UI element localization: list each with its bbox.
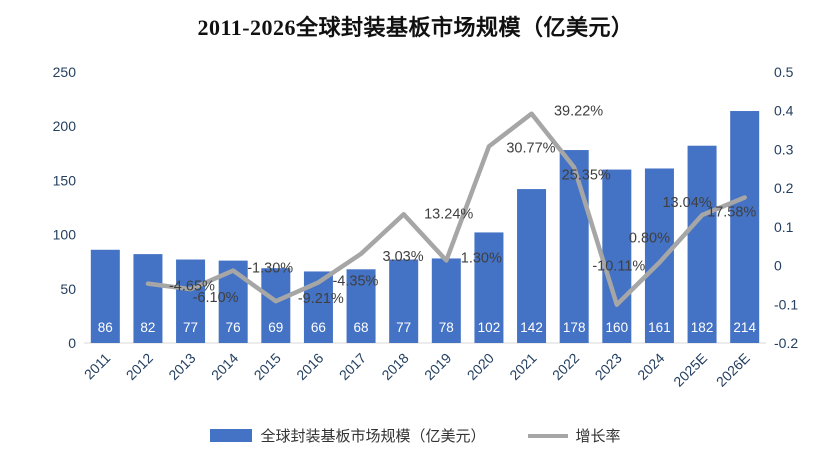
bar-value-label-2025E: 182 — [691, 320, 714, 335]
bar-value-label-2016: 66 — [311, 320, 326, 335]
left-axis-tick-0: 0 — [68, 335, 76, 351]
legend-bar-label: 全球封装基板市场规模（亿美元） — [260, 428, 486, 445]
legend-line-label: 增长率 — [575, 428, 621, 445]
bar-value-label-2021: 142 — [520, 320, 543, 335]
x-axis-label-2021: 2021 — [506, 350, 539, 383]
growth-label-2021: 39.22% — [554, 104, 603, 120]
bar-2020 — [474, 232, 504, 343]
bar-2013 — [176, 259, 206, 343]
growth-rate-line — [145, 111, 747, 307]
line-series-swatch-icon — [527, 433, 568, 438]
left-axis-tick-50: 50 — [60, 281, 76, 297]
bar-value-label-2014: 76 — [226, 320, 241, 335]
bar-value-label-2019: 78 — [439, 320, 454, 335]
x-axis-label-2023: 2023 — [592, 350, 625, 383]
left-axis-tick-150: 150 — [53, 172, 77, 188]
left-axis-tick-200: 200 — [53, 118, 77, 134]
growth-label-2014: -1.30% — [247, 261, 293, 277]
bar-2023 — [602, 169, 632, 343]
x-axis-label-2013: 2013 — [165, 350, 198, 383]
x-axis-label-2026E: 2026E — [713, 350, 753, 390]
legend-item-market-size: 全球封装基板市场规模（亿美元） — [210, 425, 486, 446]
growth-label-2018: 13.24% — [424, 206, 473, 222]
bar-2012 — [133, 254, 163, 343]
growth-label-2013: -6.10% — [193, 290, 239, 306]
right-axis-tick-0.5: 0.5 — [774, 64, 794, 80]
growth-label-2024: 0.80% — [629, 230, 670, 246]
legend-item-growth-rate: 增长率 — [527, 425, 621, 446]
bar-value-label-2020: 102 — [478, 320, 501, 335]
x-axis-label-2017: 2017 — [336, 350, 369, 383]
bar-value-label-2026E: 214 — [733, 320, 756, 335]
right-axis-tick--0.1: -0.1 — [774, 296, 798, 312]
bar-value-label-2023: 160 — [606, 320, 629, 335]
x-axis-label-2024: 2024 — [634, 350, 667, 383]
right-axis-tick-0.4: 0.4 — [774, 103, 794, 119]
bar-2015 — [261, 268, 291, 343]
bar-value-label-2015: 69 — [268, 320, 283, 335]
growth-label-2023: -10.11% — [592, 259, 645, 275]
x-axis-label-2018: 2018 — [378, 350, 411, 383]
x-axis-label-2022: 2022 — [549, 350, 582, 383]
right-axis-tick-0.2: 0.2 — [774, 180, 794, 196]
growth-label-2015: -9.21% — [298, 291, 344, 307]
x-axis-label-2020: 2020 — [464, 350, 497, 383]
bar-value-label-2018: 77 — [396, 320, 411, 335]
bar-2011 — [90, 249, 120, 343]
chart-title: 2011-2026全球封装基板市场规模（亿美元） — [197, 15, 634, 40]
left-axis-tick-250: 250 — [53, 64, 77, 80]
chart-legend: 全球封装基板市场规模（亿美元） 增长率 — [0, 425, 831, 446]
bar-2019 — [431, 258, 461, 343]
growth-label-2022: 25.35% — [562, 167, 611, 183]
right-axis-tick-0.1: 0.1 — [774, 219, 794, 235]
bar-2024 — [644, 168, 674, 343]
x-axis-label-2012: 2012 — [123, 350, 156, 383]
bar-2026E — [730, 111, 760, 343]
left-axis-tick-100: 100 — [53, 227, 77, 243]
x-axis-label-2011: 2011 — [81, 350, 114, 383]
x-axis-label-2025E: 2025E — [670, 350, 710, 390]
bar-2022 — [559, 150, 589, 343]
bar-2017 — [346, 269, 376, 343]
bar-value-label-2013: 77 — [183, 320, 198, 335]
bar-value-label-2011: 86 — [98, 320, 113, 335]
bar-value-label-2017: 68 — [354, 320, 369, 335]
growth-label-2020: 30.77% — [506, 140, 555, 156]
x-axis-label-2014: 2014 — [208, 350, 241, 383]
right-axis-tick--0.2: -0.2 — [774, 335, 798, 351]
growth-label-2017: 3.03% — [383, 249, 424, 265]
bar-2018 — [389, 259, 419, 343]
bar-value-label-2012: 82 — [140, 320, 155, 335]
growth-label-2016: -4.35% — [332, 273, 378, 289]
growth-label-2025E: 13.04% — [662, 195, 711, 211]
bar-value-label-2022: 178 — [563, 320, 586, 335]
bar-2021 — [517, 189, 547, 343]
bar-value-label-2024: 161 — [648, 320, 671, 335]
growth-label-2026E: 17.58% — [707, 205, 756, 221]
right-axis-tick-0.3: 0.3 — [774, 141, 794, 157]
growth-label-2019: 1.30% — [461, 251, 502, 267]
growth-label-2012: -4.65% — [169, 279, 215, 295]
bar-series-swatch-icon — [210, 429, 253, 442]
x-axis-label-2019: 2019 — [421, 350, 454, 383]
right-axis-tick-0: 0 — [774, 258, 782, 274]
x-axis-label-2015: 2015 — [251, 350, 284, 383]
bar-2025E — [687, 145, 717, 343]
x-axis-label-2016: 2016 — [293, 350, 326, 383]
